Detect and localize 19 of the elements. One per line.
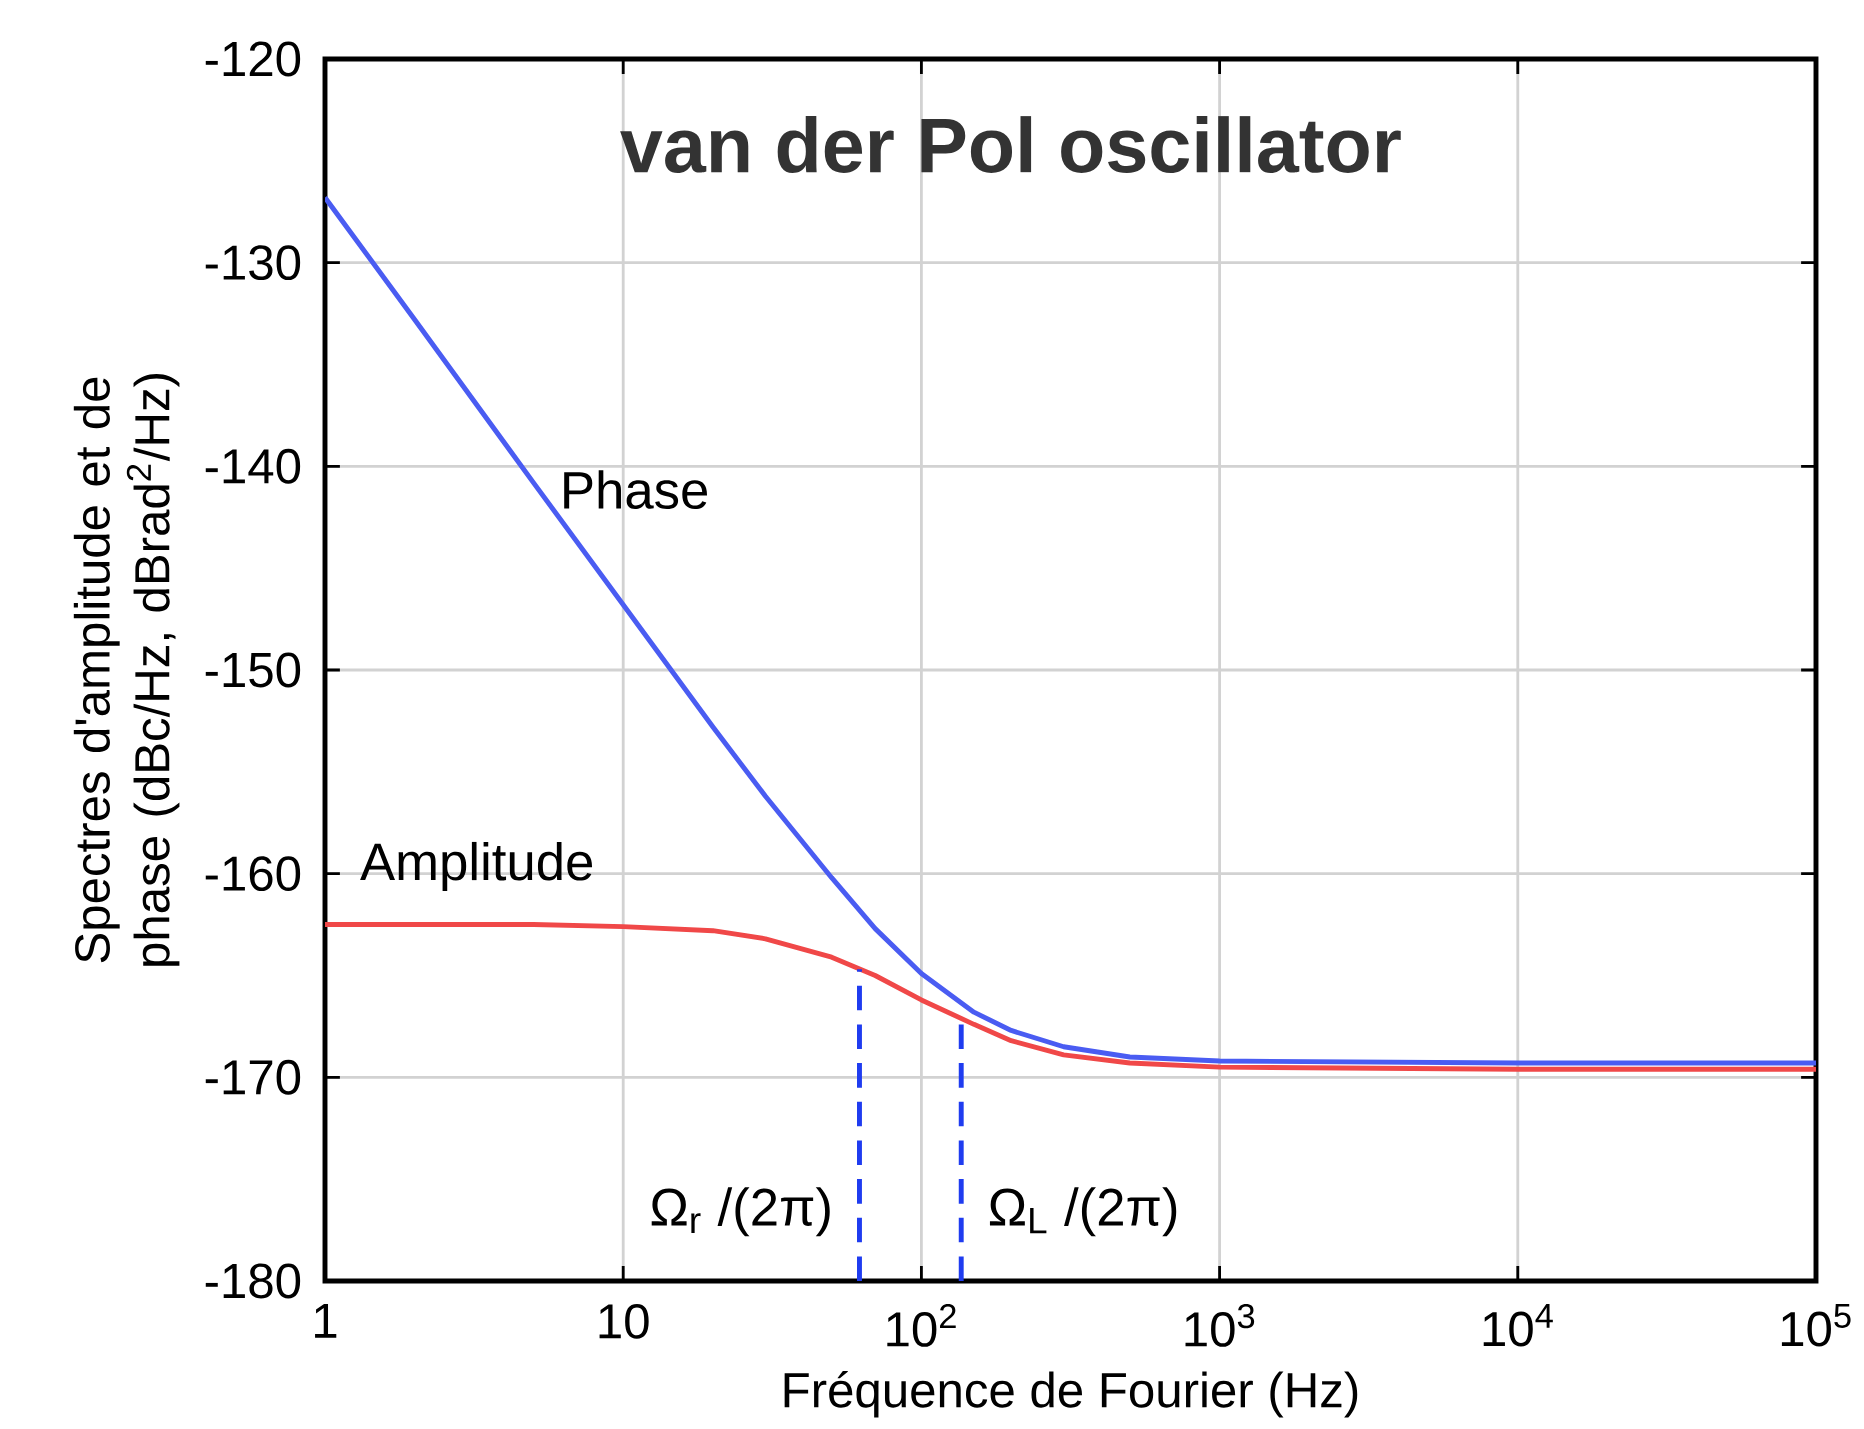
y-tick-label: -180 [205, 1263, 301, 1299]
y-tick-label: -160 [205, 856, 301, 892]
series-label: Phase [564, 470, 707, 509]
x-tick-label: 10 [599, 1303, 649, 1339]
y-tick-label: -120 [205, 41, 301, 77]
x-tick-label: 10$^{3}$ [1185, 1303, 1255, 1347]
x-axis-title: Fréquence de Fourier (Hz) [784, 1370, 1358, 1418]
y-tick-label: -140 [205, 448, 301, 484]
annotation: Ω$_{L}$ /(2π) [989, 1187, 1177, 1237]
x-tick-label: 1 [315, 1303, 337, 1338]
annotation: Ω$_{r}$ /(2π) [651, 1187, 830, 1237]
x-tick-label: 10$^{2}$ [887, 1303, 956, 1347]
x-tick-label: 10$^{4}$ [1483, 1303, 1553, 1347]
text: van der Pol oscillator [620, 116, 1401, 173]
series-label: Amplitude [360, 841, 593, 892]
y-tick-label: -150 [205, 652, 301, 688]
x-tick-label: 10$^{5}$ [1781, 1303, 1851, 1347]
y-tick-label: -170 [205, 1059, 301, 1095]
y-tick-label: -130 [205, 245, 301, 281]
